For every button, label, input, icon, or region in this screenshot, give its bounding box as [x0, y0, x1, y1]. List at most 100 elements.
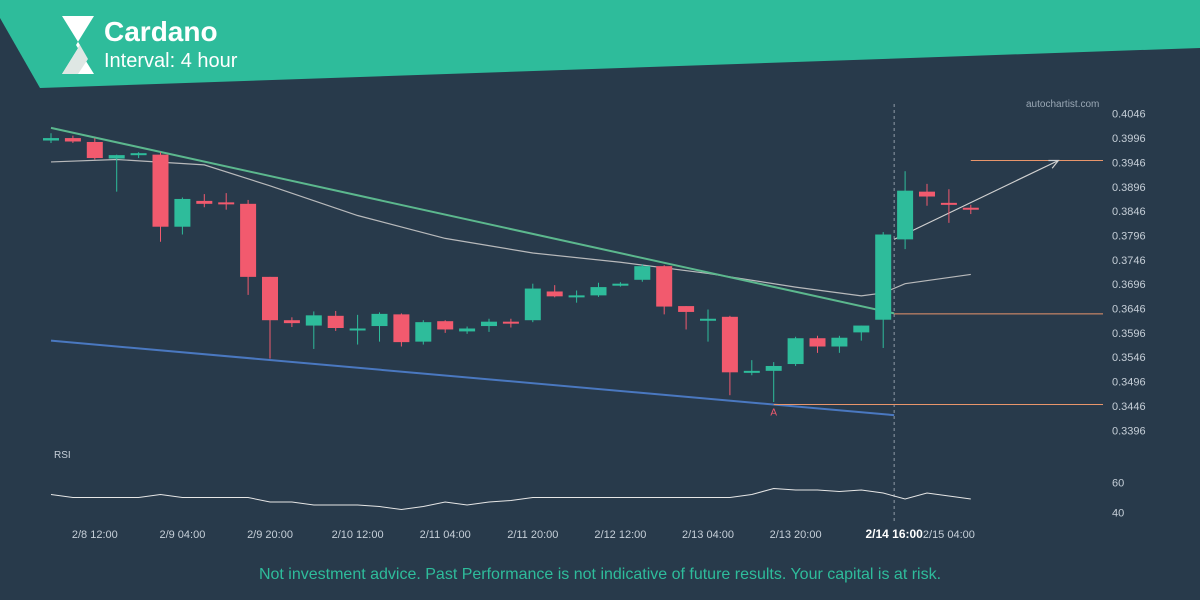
price-tick-label: 0.3846 [1112, 206, 1146, 218]
price-tick-label: 0.3696 [1112, 279, 1146, 291]
candle-body [174, 198, 191, 227]
candle-body [43, 138, 59, 141]
disclaimer-text: Not investment advice. Past Performance … [258, 566, 942, 583]
candle [875, 232, 892, 348]
candle-body [721, 316, 738, 373]
candle-body [678, 306, 695, 312]
candle-body [919, 191, 935, 197]
time-axis: 2/8 12:00 2/9 04:00 2/9 20:00 2/10 12:00 2/1… [72, 527, 975, 541]
candle [64, 135, 81, 143]
candle-body [262, 276, 278, 321]
candle [962, 204, 979, 215]
price-tick-label: 0.3946 [1112, 157, 1146, 169]
candle-body [305, 315, 322, 326]
candle [809, 335, 826, 353]
candle-body [875, 234, 892, 320]
candle-body [897, 190, 914, 240]
candle [568, 290, 585, 303]
candle [240, 199, 257, 295]
time-tick-label: 2/15 04:00 [923, 529, 975, 541]
candle [371, 312, 388, 342]
price-tick-label: 0.3646 [1112, 304, 1146, 316]
candle [721, 315, 738, 396]
chart-overlays: A [50, 104, 1103, 522]
time-tick-label: 2/14 16:00 [865, 527, 923, 541]
candle-body [349, 328, 366, 331]
candle-body [612, 283, 629, 286]
candle [108, 154, 125, 192]
time-tick-label: 2/11 20:00 [507, 529, 558, 541]
rsi-panel: RSI [50, 450, 971, 511]
candle-body [743, 370, 760, 373]
candle-body [371, 313, 388, 327]
candle [196, 194, 213, 208]
time-tick-label: 2/9 04:00 [159, 529, 205, 541]
candle [787, 336, 804, 366]
candle-body [393, 314, 410, 343]
instrument-title: Cardano [104, 16, 218, 47]
candle-body [415, 322, 432, 342]
time-tick-label: 2/8 12:00 [72, 529, 118, 541]
candle [700, 309, 716, 342]
candle-body [152, 154, 169, 227]
candle-body [940, 202, 957, 205]
price-tick-label: 0.3496 [1112, 377, 1146, 389]
rsi-line [50, 487, 971, 511]
price-tick-label: 0.3546 [1112, 352, 1146, 364]
price-tick-label: 0.3396 [1112, 425, 1146, 437]
candle-body [787, 338, 804, 365]
candles [43, 133, 979, 403]
candle-body [962, 207, 979, 210]
candle-body [283, 320, 300, 324]
candle [897, 171, 914, 250]
candle [152, 152, 169, 242]
pattern-point-label: A [770, 408, 777, 419]
candle-body [327, 315, 344, 328]
candle [634, 264, 651, 282]
candle [393, 313, 410, 347]
candle-body [853, 325, 870, 333]
candle [919, 183, 935, 206]
candle-body [568, 295, 585, 298]
candle [415, 320, 432, 345]
candle [612, 282, 629, 287]
candle [174, 197, 191, 235]
candle-body [765, 365, 782, 371]
candle [940, 189, 957, 223]
candle-body [130, 153, 147, 156]
support-trend-line [50, 339, 895, 417]
candle-body [240, 203, 257, 277]
forecast-arrow-line [893, 159, 1059, 240]
price-tick-label: 0.3746 [1112, 255, 1146, 267]
rsi-tick-label: 40 [1112, 508, 1124, 520]
candle [656, 265, 673, 315]
candle [86, 138, 103, 160]
candle-body [634, 266, 651, 280]
candle [459, 326, 476, 334]
candle [743, 360, 760, 376]
price-tick-label: 0.3796 [1112, 230, 1146, 242]
candle [349, 314, 366, 345]
candle [481, 318, 497, 332]
candle-body [656, 266, 673, 307]
price-tick-label: 0.3446 [1112, 401, 1146, 413]
time-tick-label: 2/10 12:00 [332, 529, 384, 541]
candle [262, 276, 278, 359]
moving-average-line [50, 158, 971, 297]
candle [590, 282, 607, 297]
watermark: autochartist.com [1026, 99, 1100, 110]
candle [831, 335, 848, 353]
candle [546, 285, 563, 298]
candle-body [502, 321, 519, 324]
candle [524, 283, 541, 323]
candle [853, 325, 870, 341]
price-tick-label: 0.3596 [1112, 328, 1146, 340]
rsi-axis: 60 40 [1112, 478, 1124, 520]
candle [43, 133, 59, 143]
candle-body [700, 318, 716, 321]
candle-body [831, 337, 848, 347]
header-banner [0, 0, 1200, 88]
candle [327, 310, 344, 331]
candle-body [108, 155, 125, 159]
